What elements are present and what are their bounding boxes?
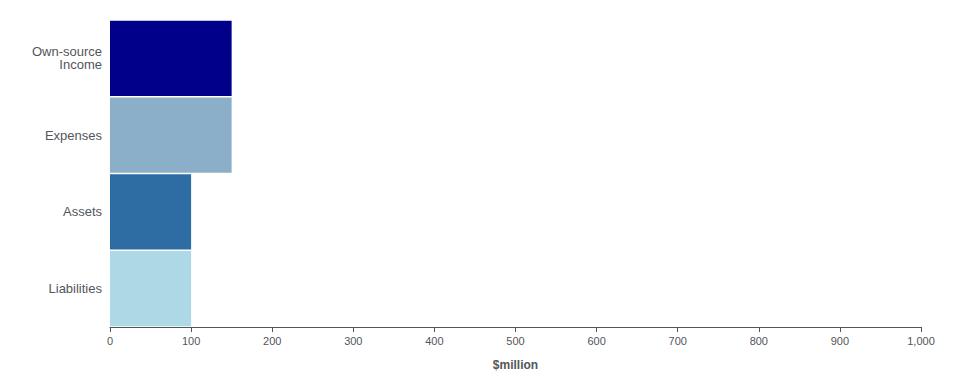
- svg-text:800: 800: [750, 335, 768, 347]
- svg-text:$million: $million: [493, 358, 538, 372]
- svg-text:100: 100: [182, 335, 200, 347]
- svg-text:300: 300: [344, 335, 362, 347]
- svg-text:700: 700: [669, 335, 687, 347]
- svg-text:600: 600: [587, 335, 605, 347]
- svg-text:1,000: 1,000: [907, 335, 935, 347]
- svg-text:Liabilities: Liabilities: [49, 281, 103, 296]
- svg-text:Income: Income: [59, 57, 102, 72]
- svg-text:200: 200: [263, 335, 281, 347]
- svg-text:0: 0: [107, 335, 113, 347]
- svg-text:Assets: Assets: [63, 204, 103, 219]
- svg-text:Own-source: Own-source: [31, 44, 102, 60]
- svg-text:500: 500: [506, 335, 524, 347]
- svg-text:900: 900: [831, 335, 849, 347]
- svg-text:400: 400: [425, 335, 443, 347]
- svg-text:Expenses: Expenses: [45, 128, 103, 143]
